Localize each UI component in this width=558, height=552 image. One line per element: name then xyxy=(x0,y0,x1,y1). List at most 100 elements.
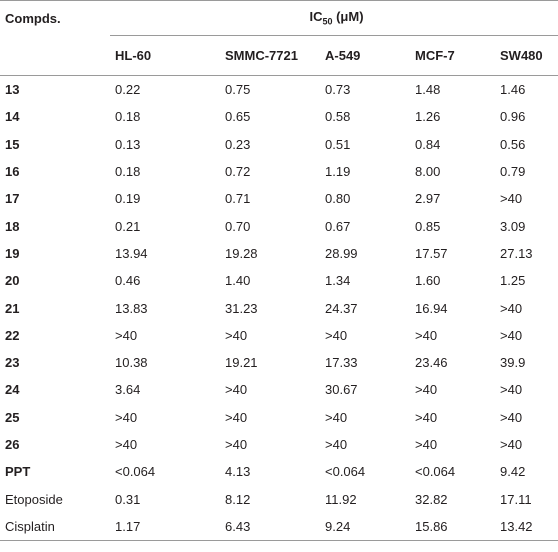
value-cell: 10.38 xyxy=(115,355,148,371)
value-cell: 1.40 xyxy=(225,273,251,289)
compound-cell: 13 xyxy=(5,82,20,98)
compound-cell: 25 xyxy=(5,409,20,425)
value-cell: 32.82 xyxy=(415,491,448,507)
value-cell: 11.92 xyxy=(325,491,357,507)
value-cell: >40 xyxy=(415,382,438,398)
value-cell: <0.064 xyxy=(325,464,366,480)
table-row: 21 13.83 31.23 24.37 16.94 >40 xyxy=(0,294,558,321)
value-cell: 30.67 xyxy=(325,382,358,398)
table-body: 13 0.22 0.75 0.73 1.48 1.46 14 0.18 0.65 0.58 1.26… xyxy=(0,76,558,541)
ic50-subscript: 50 xyxy=(322,16,333,27)
value-cell: 13.94 xyxy=(115,245,148,261)
value-cell: 0.72 xyxy=(225,164,251,180)
table-row: 18 0.21 0.70 0.67 0.85 3.09 xyxy=(0,212,558,239)
value-cell: 1.19 xyxy=(325,164,351,180)
value-cell: 8.00 xyxy=(415,164,441,180)
value-cell: 0.22 xyxy=(115,82,141,98)
value-cell: 0.18 xyxy=(115,109,141,125)
value-cell: >40 xyxy=(415,409,438,425)
value-cell: 0.84 xyxy=(415,136,441,152)
value-cell: 1.48 xyxy=(415,82,441,98)
compound-cell: PPT xyxy=(5,464,31,480)
value-cell: >40 xyxy=(325,409,348,425)
value-cell: 0.67 xyxy=(325,218,351,234)
compound-cell: 24 xyxy=(5,382,20,398)
compound-cell: 19 xyxy=(5,245,20,261)
column-header: SW480 xyxy=(495,35,558,76)
compound-cell: 15 xyxy=(5,136,20,152)
value-cell: >40 xyxy=(500,300,523,316)
value-cell: 0.19 xyxy=(115,191,141,207)
value-cell: 0.58 xyxy=(325,109,351,125)
compound-cell: Cisplatin xyxy=(5,518,55,534)
value-cell: 1.26 xyxy=(415,109,441,125)
value-cell: >40 xyxy=(115,327,138,343)
table-row: 14 0.18 0.65 0.58 1.26 0.96 xyxy=(0,103,558,130)
column-header: MCF-7 xyxy=(410,35,495,76)
value-cell: 13.42 xyxy=(500,518,533,534)
value-cell: >40 xyxy=(115,409,138,425)
value-cell: 1.17 xyxy=(115,518,141,534)
column-header-row: HL-60 SMMC-7721 A-549 MCF-7 SW480 xyxy=(0,35,558,76)
value-cell: 0.51 xyxy=(325,136,351,152)
value-cell: 0.65 xyxy=(225,109,251,125)
value-cell: 1.25 xyxy=(500,273,526,289)
value-cell: 0.70 xyxy=(225,218,251,234)
value-cell: 2.97 xyxy=(415,191,441,207)
value-cell: 3.64 xyxy=(115,382,141,398)
compounds-header: Compds. xyxy=(5,10,61,26)
value-cell: >40 xyxy=(500,437,523,452)
compound-cell: 23 xyxy=(5,355,20,371)
value-cell: >40 xyxy=(500,327,523,343)
value-cell: >40 xyxy=(225,409,248,425)
value-cell: 39.9 xyxy=(500,355,526,371)
value-cell: >40 xyxy=(325,327,348,343)
table-row: 24 3.64 >40 30.67 >40 >40 xyxy=(0,376,558,403)
value-cell: 1.34 xyxy=(325,273,351,289)
value-cell: 0.96 xyxy=(500,109,526,125)
table-row: 25 >40 >40 >40 >40 >40 xyxy=(0,404,558,431)
value-cell: 0.85 xyxy=(415,218,441,234)
compound-cell: 22 xyxy=(5,327,20,343)
value-cell: >40 xyxy=(115,437,138,452)
value-cell: 4.13 xyxy=(225,464,251,480)
column-header: A-549 xyxy=(320,35,410,76)
table-row: 19 13.94 19.28 28.99 17.57 27.13 xyxy=(0,240,558,267)
value-cell: 0.31 xyxy=(115,491,141,507)
table-row: 23 10.38 19.21 17.33 23.46 39.9 xyxy=(0,349,558,376)
value-cell: 0.13 xyxy=(115,136,141,152)
empty-header xyxy=(0,35,110,76)
value-cell: <0.064 xyxy=(415,464,456,480)
value-cell: 31.23 xyxy=(225,300,258,316)
value-cell: 27.13 xyxy=(500,245,533,261)
value-cell: 19.28 xyxy=(225,245,258,261)
compound-cell: 21 xyxy=(5,300,20,316)
value-cell: 0.73 xyxy=(325,82,351,98)
compound-cell: 26 xyxy=(5,437,20,452)
table-row: 13 0.22 0.75 0.73 1.48 1.46 xyxy=(0,76,558,104)
header-row: Compds. IC50 (μM) xyxy=(0,0,558,36)
value-cell: 9.42 xyxy=(500,464,526,480)
value-cell: >40 xyxy=(225,382,248,398)
value-cell: >40 xyxy=(415,327,438,343)
ic50-suffix: (μM) xyxy=(332,9,364,25)
value-cell: 0.56 xyxy=(500,136,526,152)
value-cell: 15.86 xyxy=(415,518,448,534)
value-cell: >40 xyxy=(415,437,438,452)
table-row: Cisplatin 1.17 6.43 9.24 15.86 13.42 xyxy=(0,513,558,541)
value-cell: 3.09 xyxy=(500,218,526,234)
value-cell: 0.18 xyxy=(115,164,141,180)
value-cell: 6.43 xyxy=(225,518,251,534)
value-cell: 17.57 xyxy=(415,245,448,261)
value-cell: >40 xyxy=(500,382,523,398)
value-cell: >40 xyxy=(225,437,248,452)
value-cell: 0.80 xyxy=(325,191,351,207)
table-row: 16 0.18 0.72 1.19 8.00 0.79 xyxy=(0,158,558,185)
table-row: 20 0.46 1.40 1.34 1.60 1.25 xyxy=(0,267,558,294)
value-cell: 0.71 xyxy=(225,191,251,207)
value-cell: 13.83 xyxy=(115,300,148,316)
table-head: Compds. IC50 (μM) HL-60 SMMC-7721 A-549 MCF… xyxy=(0,0,558,76)
table-row: 17 0.19 0.71 0.80 2.97 >40 xyxy=(0,185,558,212)
column-header: HL-60 xyxy=(110,35,220,76)
